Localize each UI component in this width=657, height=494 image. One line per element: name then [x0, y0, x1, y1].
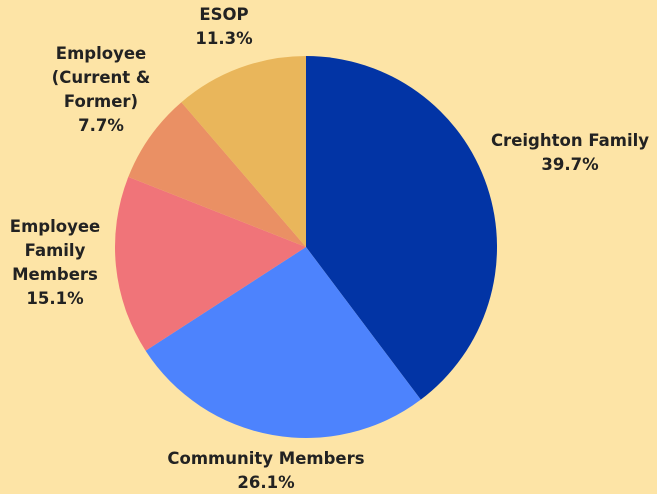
slice-value-label: 15.1%	[26, 289, 84, 308]
slice-value-label: 7.7%	[78, 116, 124, 135]
pie-slice-employee-family-members	[114, 176, 307, 351]
slice-name-label: Former)	[64, 92, 138, 111]
pie-slices	[114, 56, 498, 439]
slice-label: ESOP 11.3%	[195, 5, 253, 48]
slice-label: Community Members 26.1%	[167, 449, 364, 492]
slice-value-label: 39.7%	[541, 155, 599, 174]
slice-name-label: ESOP	[199, 5, 248, 24]
slice-label: Employee (Current & Former) 7.7%	[52, 44, 151, 135]
slice-name-label: (Current &	[52, 68, 151, 87]
slice-value-label: 11.3%	[195, 29, 253, 48]
slice-name-label: Employee	[56, 44, 146, 63]
pie-labels: Creighton Family 39.7% Community Members 26…	[10, 5, 649, 492]
pie-slice-esop	[181, 56, 306, 247]
slice-name-label: Creighton Family	[491, 131, 649, 150]
slice-label: Employee Family Members 15.1%	[10, 217, 100, 308]
slice-name-label: Employee	[10, 217, 100, 236]
slice-name-label: Community Members	[167, 449, 364, 468]
slice-name-label: Members	[12, 265, 98, 284]
slice-label: Creighton Family 39.7%	[491, 131, 649, 174]
pie-slice-employee-current-former	[128, 102, 306, 248]
slice-value-label: 26.1%	[237, 473, 295, 492]
slice-name-label: Family	[25, 241, 86, 260]
pie-slice-creighton-family	[306, 56, 498, 400]
pie-slice-community-members	[145, 247, 421, 439]
